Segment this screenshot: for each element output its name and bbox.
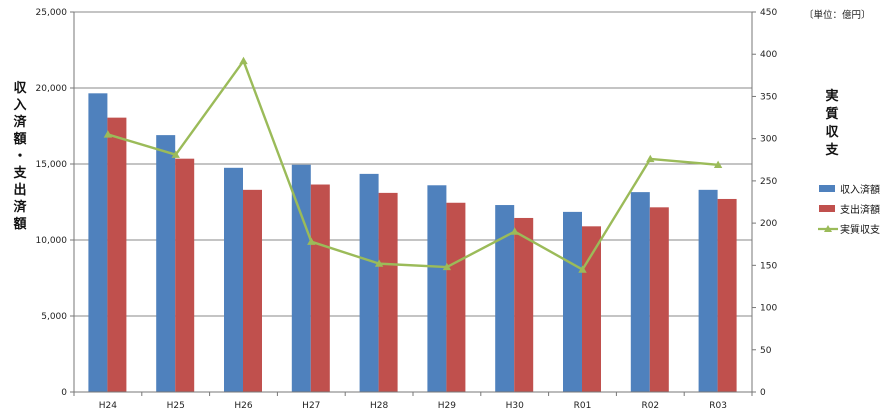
bar-income-H27	[291, 164, 311, 392]
right-tick-label: 350	[760, 92, 777, 102]
bar-expense-H24	[107, 117, 127, 392]
line-point-R01	[578, 265, 587, 273]
line-point-H27	[307, 237, 316, 245]
bar-expense-H29	[446, 202, 466, 392]
bar-expense-H25	[175, 158, 195, 392]
legend-marker	[824, 225, 832, 232]
line-series	[103, 56, 723, 273]
right-tick-label: 250	[760, 177, 777, 187]
legend-label: 実質収支	[840, 223, 880, 236]
bar-expense-R02	[649, 207, 669, 392]
legend-label: 収入済額	[840, 183, 880, 196]
legend-swatch	[819, 205, 835, 212]
right-axis-label: 実質収支	[824, 88, 839, 158]
left-tick-label: 25,000	[36, 8, 68, 18]
x-tick-label: R02	[641, 401, 659, 411]
right-tick-label: 50	[760, 346, 772, 356]
bar-expense-H30	[514, 217, 534, 392]
bars	[88, 93, 737, 392]
x-tick-label: H26	[234, 401, 252, 411]
line-point-R03	[713, 160, 723, 168]
right-tick-label: 450	[760, 8, 777, 18]
legend-swatch	[819, 185, 835, 192]
line-net-balance	[107, 59, 719, 271]
bar-expense-R03	[717, 198, 737, 392]
x-tick-label: H30	[506, 401, 524, 411]
bar-income-H28	[359, 173, 379, 392]
left-tick-label: 10,000	[36, 236, 68, 246]
line-point-R02	[646, 154, 655, 163]
right-tick-label: 400	[760, 50, 777, 60]
line-point-H25	[171, 150, 180, 158]
bar-income-H29	[427, 185, 447, 392]
bar-expense-H26	[243, 189, 262, 392]
legend-label: 支出済額	[840, 203, 880, 216]
bar-income-H25	[156, 135, 176, 392]
x-tick-label: R01	[574, 401, 592, 411]
axes	[73, 12, 753, 396]
right-tick-label: 100	[760, 304, 777, 314]
right-axis-ticks: 0 50 100 150 200 250 300 350 400 450	[752, 8, 777, 398]
left-tick-label: 20,000	[36, 84, 68, 94]
right-tick-label: 150	[760, 261, 777, 271]
bar-income-R03	[698, 189, 718, 392]
right-tick-label: 300	[760, 135, 777, 145]
bar-income-H24	[88, 93, 108, 392]
bar-income-R02	[630, 192, 650, 392]
left-axis-ticks: 0 5,000 10,000 15,000 20,000 25,000	[36, 8, 74, 398]
right-tick-label: 0	[760, 388, 766, 398]
x-tick-label: H24	[99, 401, 117, 411]
bar-expense-H27	[310, 184, 330, 392]
left-tick-label: 15,000	[36, 160, 68, 170]
unit-label: 〔単位：億円〕	[804, 9, 871, 21]
x-tick-label: H29	[438, 401, 456, 411]
x-tick-label: R03	[709, 401, 727, 411]
bar-expense-R01	[582, 226, 601, 392]
line-point-H26	[239, 56, 248, 65]
x-tick-label: H28	[370, 401, 388, 411]
left-tick-label: 0	[61, 388, 67, 398]
x-tick-label: H25	[167, 401, 185, 411]
line-point-H29	[442, 262, 452, 271]
bar-expense-H28	[378, 192, 398, 392]
bar-income-H30	[495, 205, 515, 392]
x-axis-ticks: H24 H25 H26 H27 H28 H29 H30 R01 R02 R03	[99, 401, 727, 411]
line-point-H28	[374, 259, 384, 267]
bar-income-R01	[563, 211, 582, 392]
line-point-H24	[103, 130, 113, 138]
bar-income-H26	[224, 167, 243, 392]
left-tick-label: 5,000	[41, 312, 67, 322]
line-point-H30	[510, 227, 519, 235]
left-axis-label: 収入済額・支出済額	[12, 81, 27, 232]
right-tick-label: 200	[760, 219, 777, 229]
x-tick-label: H27	[302, 401, 320, 411]
